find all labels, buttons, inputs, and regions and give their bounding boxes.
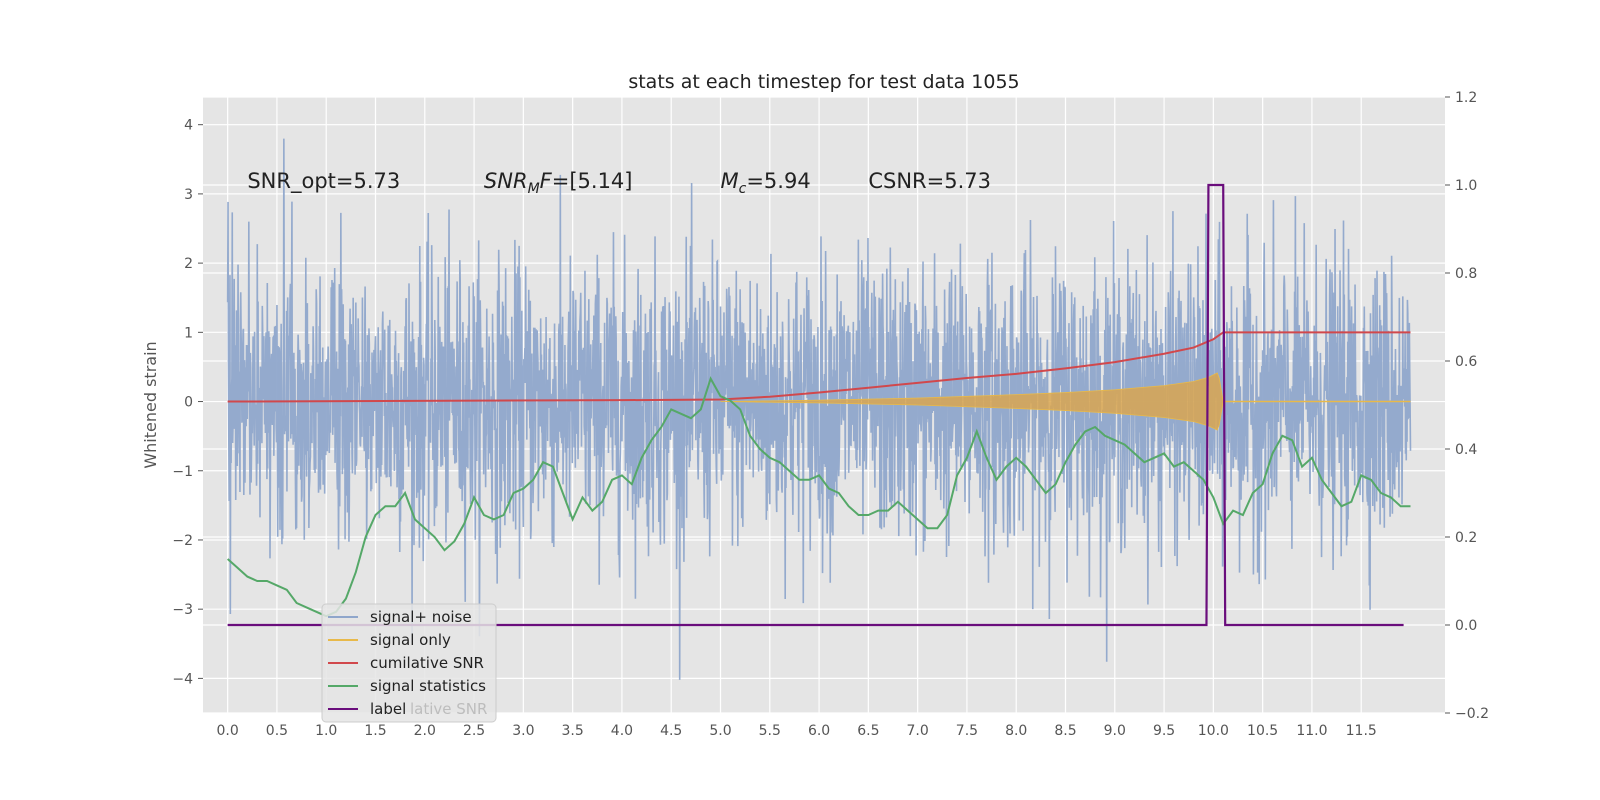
y-tick-label: 3 <box>184 187 193 203</box>
x-tick-label: 2.5 <box>463 723 485 739</box>
x-tick-label: 5.5 <box>759 723 781 739</box>
x-tick-label: 2.0 <box>414 723 436 739</box>
ticks: 0.0 0.5 1.0 1.5 2.0 2.5 3.0 3.5 4.0 4.5 5.0 5.5 6.0 6… <box>172 90 1489 739</box>
x-tick-label: 5.0 <box>709 723 731 739</box>
x-tick-label: 0.0 <box>217 723 239 739</box>
legend-label-3: cumilative SNR <box>370 654 484 672</box>
y2-tick-label: 0.4 <box>1455 442 1477 458</box>
y2-tick-label: −0.2 <box>1455 706 1489 722</box>
annotations: SNR_opt=5.73 SNRMF=[5.14] Mc=5.94 CSNR=5.73 <box>247 169 991 197</box>
chart-title: stats at each timestep for test data 105… <box>628 71 1019 93</box>
legend-label-1: signal+ noise <box>370 608 472 626</box>
annotation-1: SNR_opt=5.73 <box>247 169 400 194</box>
legend: signal+ noise signal only cumilative SNR si… <box>321 603 497 723</box>
legend-label-4: signal statistics <box>370 677 486 695</box>
x-tick-label: 7.5 <box>956 723 978 739</box>
x-tick-label: 6.0 <box>808 723 830 739</box>
annotation-4: CSNR=5.73 <box>868 169 991 193</box>
y-tick-label: 0 <box>184 395 193 411</box>
x-tick-label: 6.5 <box>857 723 879 739</box>
x-tick-label: 10.5 <box>1247 723 1278 739</box>
y-axis-title: Whitened strain <box>141 341 160 468</box>
legend-label-5: label <box>370 700 406 718</box>
x-tick-label: 8.5 <box>1054 723 1076 739</box>
y-tick-label: −3 <box>172 602 193 618</box>
y-tick-label: −1 <box>172 464 193 480</box>
x-tick-label: 11.0 <box>1296 723 1327 739</box>
x-tick-label: 4.0 <box>611 723 633 739</box>
annotation-2: SNRMF=[5.14] <box>484 169 633 197</box>
x-tick-label: 3.0 <box>512 723 534 739</box>
x-tick-label: 9.0 <box>1104 723 1126 739</box>
legend-partial-label: lative SNR <box>410 700 487 718</box>
y-tick-label: 1 <box>184 325 193 341</box>
x-tick-label: 11.5 <box>1346 723 1377 739</box>
series-signal-only <box>720 372 1411 431</box>
series-label <box>227 183 1404 627</box>
x-tick-label: 4.5 <box>660 723 682 739</box>
legend-label-2: signal only <box>370 631 451 649</box>
y2-tick-label: 0.2 <box>1455 530 1477 546</box>
series-layer <box>226 138 1412 680</box>
x-tick-label: 10.0 <box>1198 723 1229 739</box>
series-signal-statistics <box>226 376 1411 618</box>
y2-tick-label: 0.8 <box>1455 266 1477 282</box>
y2-tick-label: 0.6 <box>1455 354 1477 370</box>
x-tick-label: 1.0 <box>315 723 337 739</box>
series-cumulative-snr <box>227 331 1411 403</box>
y-tick-label: −2 <box>172 533 193 549</box>
x-tick-label: 3.5 <box>562 723 584 739</box>
x-tick-label: 0.5 <box>266 723 288 739</box>
x-tick-label: 1.5 <box>364 723 386 739</box>
y2-tick-label: 1.2 <box>1455 90 1477 106</box>
x-tick-label: 9.5 <box>1153 723 1175 739</box>
y2-tick-label: 1.0 <box>1455 178 1477 194</box>
legend-box <box>321 603 497 723</box>
y-tick-label: 4 <box>184 118 193 134</box>
y-tick-label: 2 <box>184 256 193 272</box>
x-tick-label: 8.0 <box>1005 723 1027 739</box>
x-tick-label: 7.0 <box>907 723 929 739</box>
y2-tick-label: 0.0 <box>1455 618 1477 634</box>
y-tick-label: −4 <box>172 671 193 687</box>
annotation-3: Mc=5.94 <box>721 169 811 197</box>
